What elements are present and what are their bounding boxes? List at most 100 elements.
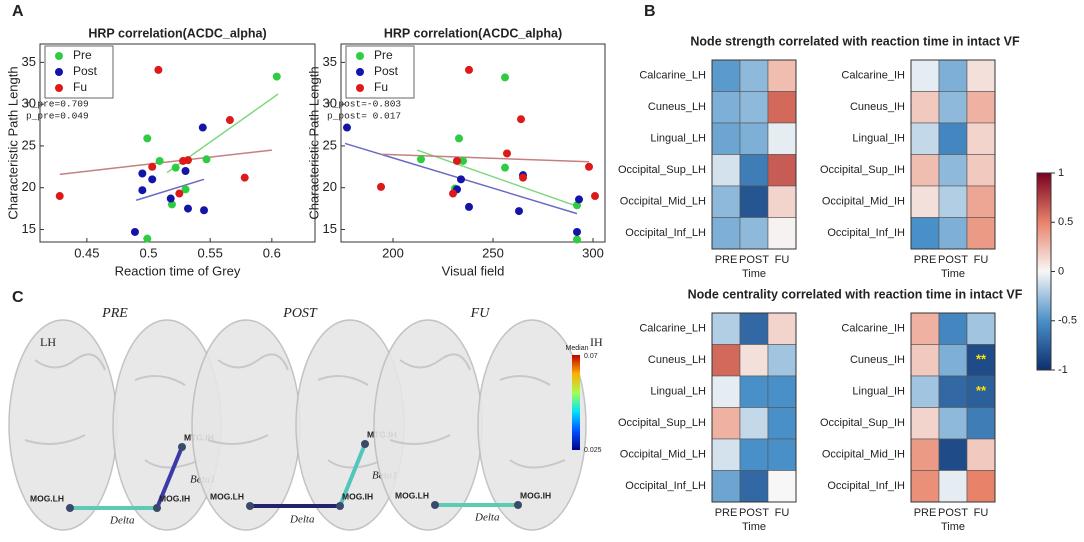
cell bbox=[739, 312, 769, 345]
colorbar-label: 0.07 bbox=[584, 353, 598, 360]
row-label: Calcarine_LH bbox=[639, 323, 706, 335]
row-label: Occipital_Sup_LH bbox=[618, 417, 706, 429]
point bbox=[154, 65, 163, 74]
point bbox=[465, 202, 473, 211]
point bbox=[225, 116, 234, 125]
cell bbox=[739, 344, 769, 377]
cell bbox=[910, 122, 940, 155]
cell bbox=[711, 344, 741, 377]
cell bbox=[938, 217, 968, 250]
brain-title: PRE bbox=[101, 306, 128, 321]
y-tick-label: 20 bbox=[22, 179, 36, 194]
point bbox=[573, 227, 581, 236]
point bbox=[503, 149, 511, 158]
cell bbox=[767, 375, 797, 408]
column-label: PRE bbox=[715, 254, 738, 266]
cell bbox=[767, 154, 797, 187]
cell bbox=[767, 344, 797, 377]
point bbox=[148, 162, 157, 171]
hemisphere-label: LH bbox=[40, 335, 56, 349]
column-label: PRE bbox=[914, 254, 937, 266]
cell bbox=[711, 312, 741, 345]
legend-marker bbox=[55, 68, 63, 76]
column-label: FU bbox=[775, 254, 790, 266]
point bbox=[585, 162, 593, 171]
hemisphere-label: IH bbox=[590, 335, 603, 349]
colorbar-label: -0.5 bbox=[1058, 315, 1077, 327]
chart-title: Node strength correlated with reaction t… bbox=[690, 34, 1020, 48]
cell bbox=[739, 91, 769, 124]
legend-label: Pre bbox=[73, 48, 92, 62]
row-label: Lingual_LH bbox=[650, 133, 706, 145]
y-axis-label: Characteristic Path Length bbox=[5, 66, 20, 219]
colorbar-label: -1 bbox=[1058, 364, 1068, 376]
row-label: Occipital_Mid_LH bbox=[620, 196, 706, 208]
point bbox=[171, 163, 180, 172]
cell bbox=[938, 122, 968, 155]
cell bbox=[938, 438, 968, 471]
cell bbox=[910, 185, 940, 218]
cell bbox=[938, 91, 968, 124]
point bbox=[166, 194, 175, 203]
annotation: r_pre=0.709 bbox=[26, 99, 89, 110]
legend-label: Post bbox=[73, 64, 98, 78]
cell bbox=[938, 375, 968, 408]
edge bbox=[338, 443, 367, 507]
legend-label: Fu bbox=[73, 80, 87, 94]
x-axis-label: Reaction time of Grey bbox=[115, 263, 241, 278]
edge bbox=[155, 446, 184, 509]
panel-label: C bbox=[12, 289, 24, 306]
column-label: POST bbox=[739, 507, 769, 519]
row-label: Cuneus_LH bbox=[648, 101, 706, 113]
row-label: Occipital_Inf_IH bbox=[827, 227, 905, 239]
node-label: MOG.LH bbox=[395, 490, 429, 500]
row-label: Cuneus_IH bbox=[850, 101, 905, 113]
cell bbox=[966, 91, 996, 124]
point bbox=[501, 163, 509, 172]
column-label: PRE bbox=[715, 507, 738, 519]
cell bbox=[711, 185, 741, 218]
point bbox=[449, 189, 457, 198]
brain-title: FU bbox=[470, 306, 491, 321]
row-label: Calcarine_IH bbox=[841, 323, 905, 335]
cell bbox=[910, 407, 940, 440]
cell bbox=[966, 185, 996, 218]
point bbox=[143, 134, 152, 143]
cell bbox=[910, 217, 940, 250]
cell bbox=[767, 470, 797, 503]
cell bbox=[938, 312, 968, 345]
annotation: p_pre=0.049 bbox=[26, 111, 89, 122]
cell bbox=[711, 91, 741, 124]
node bbox=[178, 443, 186, 451]
row-label: Lingual_LH bbox=[650, 386, 706, 398]
point bbox=[377, 182, 385, 191]
cell bbox=[711, 217, 741, 250]
cell bbox=[767, 217, 797, 250]
column-label: POST bbox=[938, 254, 968, 266]
node-label: MOG.LH bbox=[30, 493, 64, 503]
cell bbox=[966, 344, 996, 377]
point bbox=[519, 173, 527, 182]
row-label: Occipital_Inf_LH bbox=[625, 480, 706, 492]
point bbox=[517, 115, 525, 124]
plot-frame bbox=[39, 43, 316, 243]
cell bbox=[711, 438, 741, 471]
cell bbox=[966, 154, 996, 187]
point bbox=[202, 155, 211, 164]
x-axis-label: Time bbox=[742, 268, 766, 280]
x-axis-label: Time bbox=[941, 268, 965, 280]
y-tick-label: 35 bbox=[22, 54, 36, 69]
cell bbox=[739, 185, 769, 218]
cell bbox=[938, 407, 968, 440]
fit-line bbox=[380, 153, 590, 163]
cell bbox=[966, 407, 996, 440]
node bbox=[246, 502, 254, 510]
colorbar bbox=[1036, 172, 1052, 371]
point bbox=[183, 156, 192, 165]
x-tick-label: 250 bbox=[482, 245, 504, 260]
point bbox=[148, 175, 157, 184]
y-tick-label: 30 bbox=[323, 96, 337, 111]
node-label: MOG.IH bbox=[342, 491, 373, 501]
cell bbox=[910, 375, 940, 408]
